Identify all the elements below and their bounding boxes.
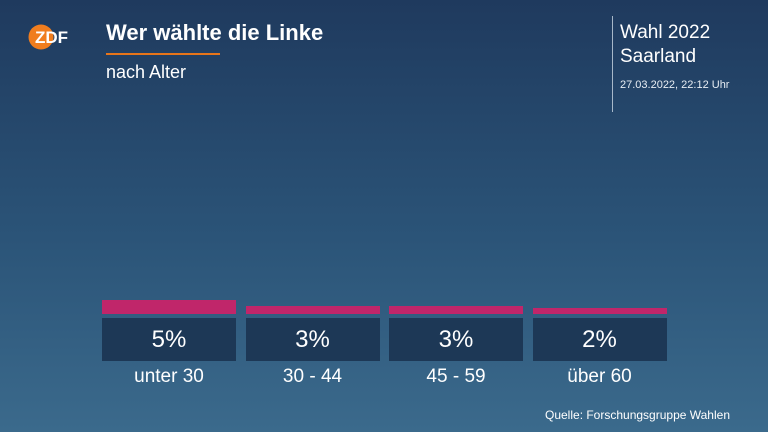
- info-divider: [612, 16, 613, 112]
- title-underline: [106, 53, 220, 55]
- bar-value-label-3: 3%: [389, 318, 523, 361]
- zdf-logo-text: ZDF: [35, 28, 68, 47]
- election-region: Saarland: [620, 46, 697, 67]
- bar-value-label-4: 2%: [532, 318, 667, 361]
- bar-3: [389, 305, 523, 314]
- bar-4: [532, 308, 667, 314]
- category-label-1: unter 30: [134, 366, 204, 387]
- zdf-logo-circle: [28, 24, 54, 50]
- source-note: Quelle: Forschungsgruppe Wahlen: [545, 408, 730, 422]
- chart-subtitle: nach Alter: [106, 62, 187, 82]
- bar-value-label-2: 3%: [245, 318, 380, 361]
- bar-2: [245, 305, 380, 314]
- category-label-4: über 60: [567, 366, 632, 387]
- bar-1: [102, 300, 236, 314]
- zdf-logo: ZDF: [28, 24, 68, 50]
- bar-value-label-1: 5%: [102, 318, 236, 361]
- election-timestamp: 27.03.2022, 22:12 Uhr: [620, 79, 730, 91]
- category-label-2: 30 - 44: [282, 366, 343, 387]
- election-title: Wahl 2022: [620, 22, 711, 43]
- chart-title: Wer wählte die Linke: [106, 20, 324, 45]
- category-label-3: 45 - 59: [426, 366, 486, 387]
